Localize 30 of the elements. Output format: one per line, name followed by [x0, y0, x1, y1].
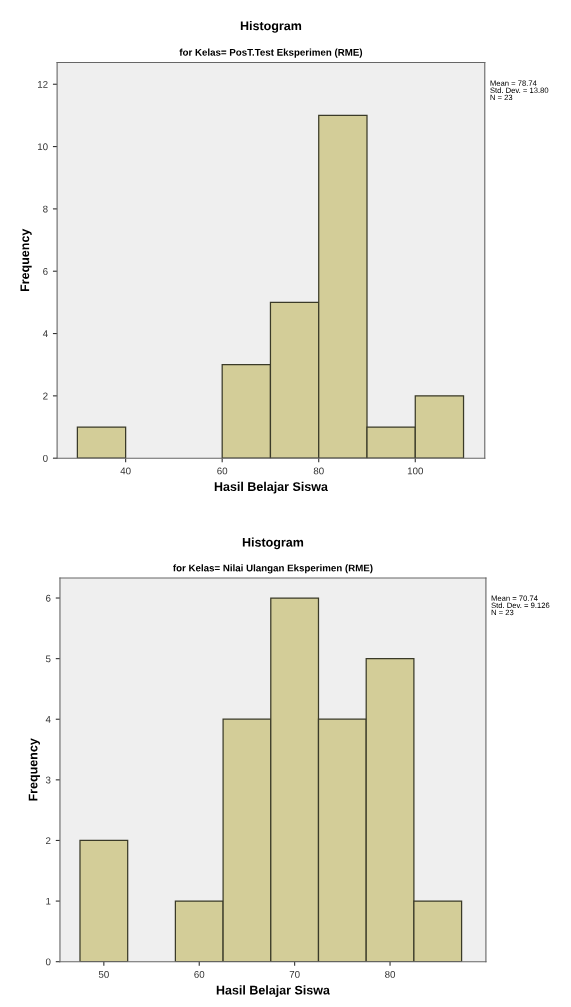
y-tick-label: 0	[43, 454, 48, 462]
chart-title: Histogram	[242, 537, 304, 550]
y-tick-label: 1	[46, 897, 51, 905]
y-tick-label: 3	[45, 776, 51, 784]
x-tick-label: 40	[120, 467, 131, 475]
y-tick-label: 10	[38, 143, 48, 151]
y-tick-label: 5	[45, 655, 51, 663]
x-tick-label: 70	[289, 970, 300, 978]
x-tick-label: 80	[385, 970, 396, 978]
x-tick-label: 60	[217, 467, 228, 475]
x-tick-label: 50	[98, 970, 109, 978]
y-tick-label: 6	[46, 594, 51, 602]
x-axis-title: Hasil Belajar Siswa	[216, 985, 330, 997]
x-axis-title: Hasil Belajar Siswa	[214, 481, 328, 494]
y-tick-label: 2	[43, 392, 48, 400]
x-tick-label: 60	[194, 970, 205, 978]
chart-subtitle: for Kelas= PosT.Test Eksperimen (RME)	[179, 48, 363, 58]
y-tick-label: 2	[46, 837, 51, 844]
y-tick-label: 6	[43, 267, 48, 275]
x-tick-label: 100	[407, 467, 423, 475]
y-axis-title: Frequency	[20, 228, 32, 292]
y-tick-label: 4	[42, 330, 48, 338]
y-tick-label: 0	[45, 958, 51, 966]
chart-title: Histogram	[240, 21, 302, 33]
y-tick-label: 8	[43, 205, 48, 213]
y-tick-label: 4	[45, 716, 51, 723]
y-tick-label: 12	[38, 80, 48, 88]
chart-subtitle: for Kelas= Nilai Ulangan Eksperimen (RME)	[173, 564, 373, 574]
x-tick-label: 80	[313, 467, 324, 475]
y-axis-title: Frequency	[28, 738, 40, 801]
